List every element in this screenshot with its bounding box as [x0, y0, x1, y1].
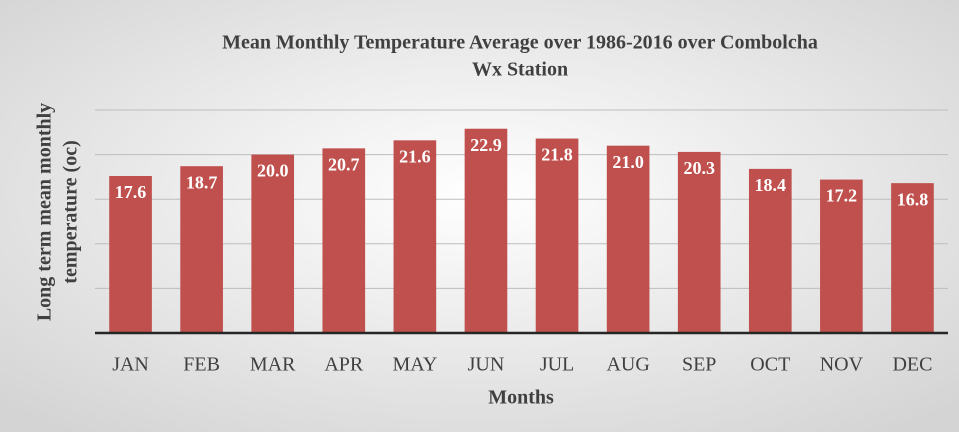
y-axis-title: Long term mean monthly	[34, 103, 56, 321]
bar	[606, 145, 650, 333]
data-label: 20.3	[683, 158, 715, 178]
bar	[748, 168, 792, 333]
x-tick-label: JUL	[540, 354, 574, 376]
x-tick-label: DEC	[892, 354, 932, 376]
x-tick-label: JAN	[112, 354, 149, 376]
data-label: 20.0	[257, 161, 289, 181]
x-tick-label: SEP	[682, 354, 716, 376]
bar	[891, 183, 934, 333]
data-label: 17.2	[826, 186, 858, 206]
data-label: 22.9	[470, 135, 502, 155]
data-label: 21.0	[612, 152, 644, 172]
x-tick-label: OCT	[750, 354, 790, 376]
x-tick-label: NOV	[820, 354, 864, 376]
bar	[109, 176, 152, 333]
bar	[180, 166, 223, 333]
bar	[535, 138, 579, 333]
x-tick-label: AUG	[606, 354, 649, 376]
chart-title: Wx Station	[472, 59, 568, 81]
data-label: 17.6	[115, 182, 147, 202]
x-tick-label: MAR	[250, 354, 296, 376]
data-label: 20.7	[328, 154, 360, 174]
data-label: 21.6	[399, 146, 431, 166]
data-label: 18.7	[186, 172, 218, 192]
bar	[322, 148, 366, 333]
x-axis-title: Months	[488, 387, 554, 409]
y-axis-title: temperature (oc)	[60, 140, 82, 283]
bar	[677, 151, 721, 333]
x-tick-label: JUN	[468, 354, 505, 376]
chart-title: Mean Monthly Temperature Average over 19…	[222, 32, 818, 54]
bar	[464, 128, 508, 333]
x-tick-label: MAY	[392, 354, 437, 376]
data-label: 16.8	[897, 189, 929, 209]
data-label: 18.4	[755, 175, 787, 195]
x-tick-label: FEB	[183, 354, 220, 376]
bar	[393, 140, 437, 333]
data-label: 21.8	[541, 145, 573, 165]
x-tick-label: APR	[324, 354, 364, 376]
bar	[251, 154, 295, 333]
bar	[820, 179, 863, 333]
